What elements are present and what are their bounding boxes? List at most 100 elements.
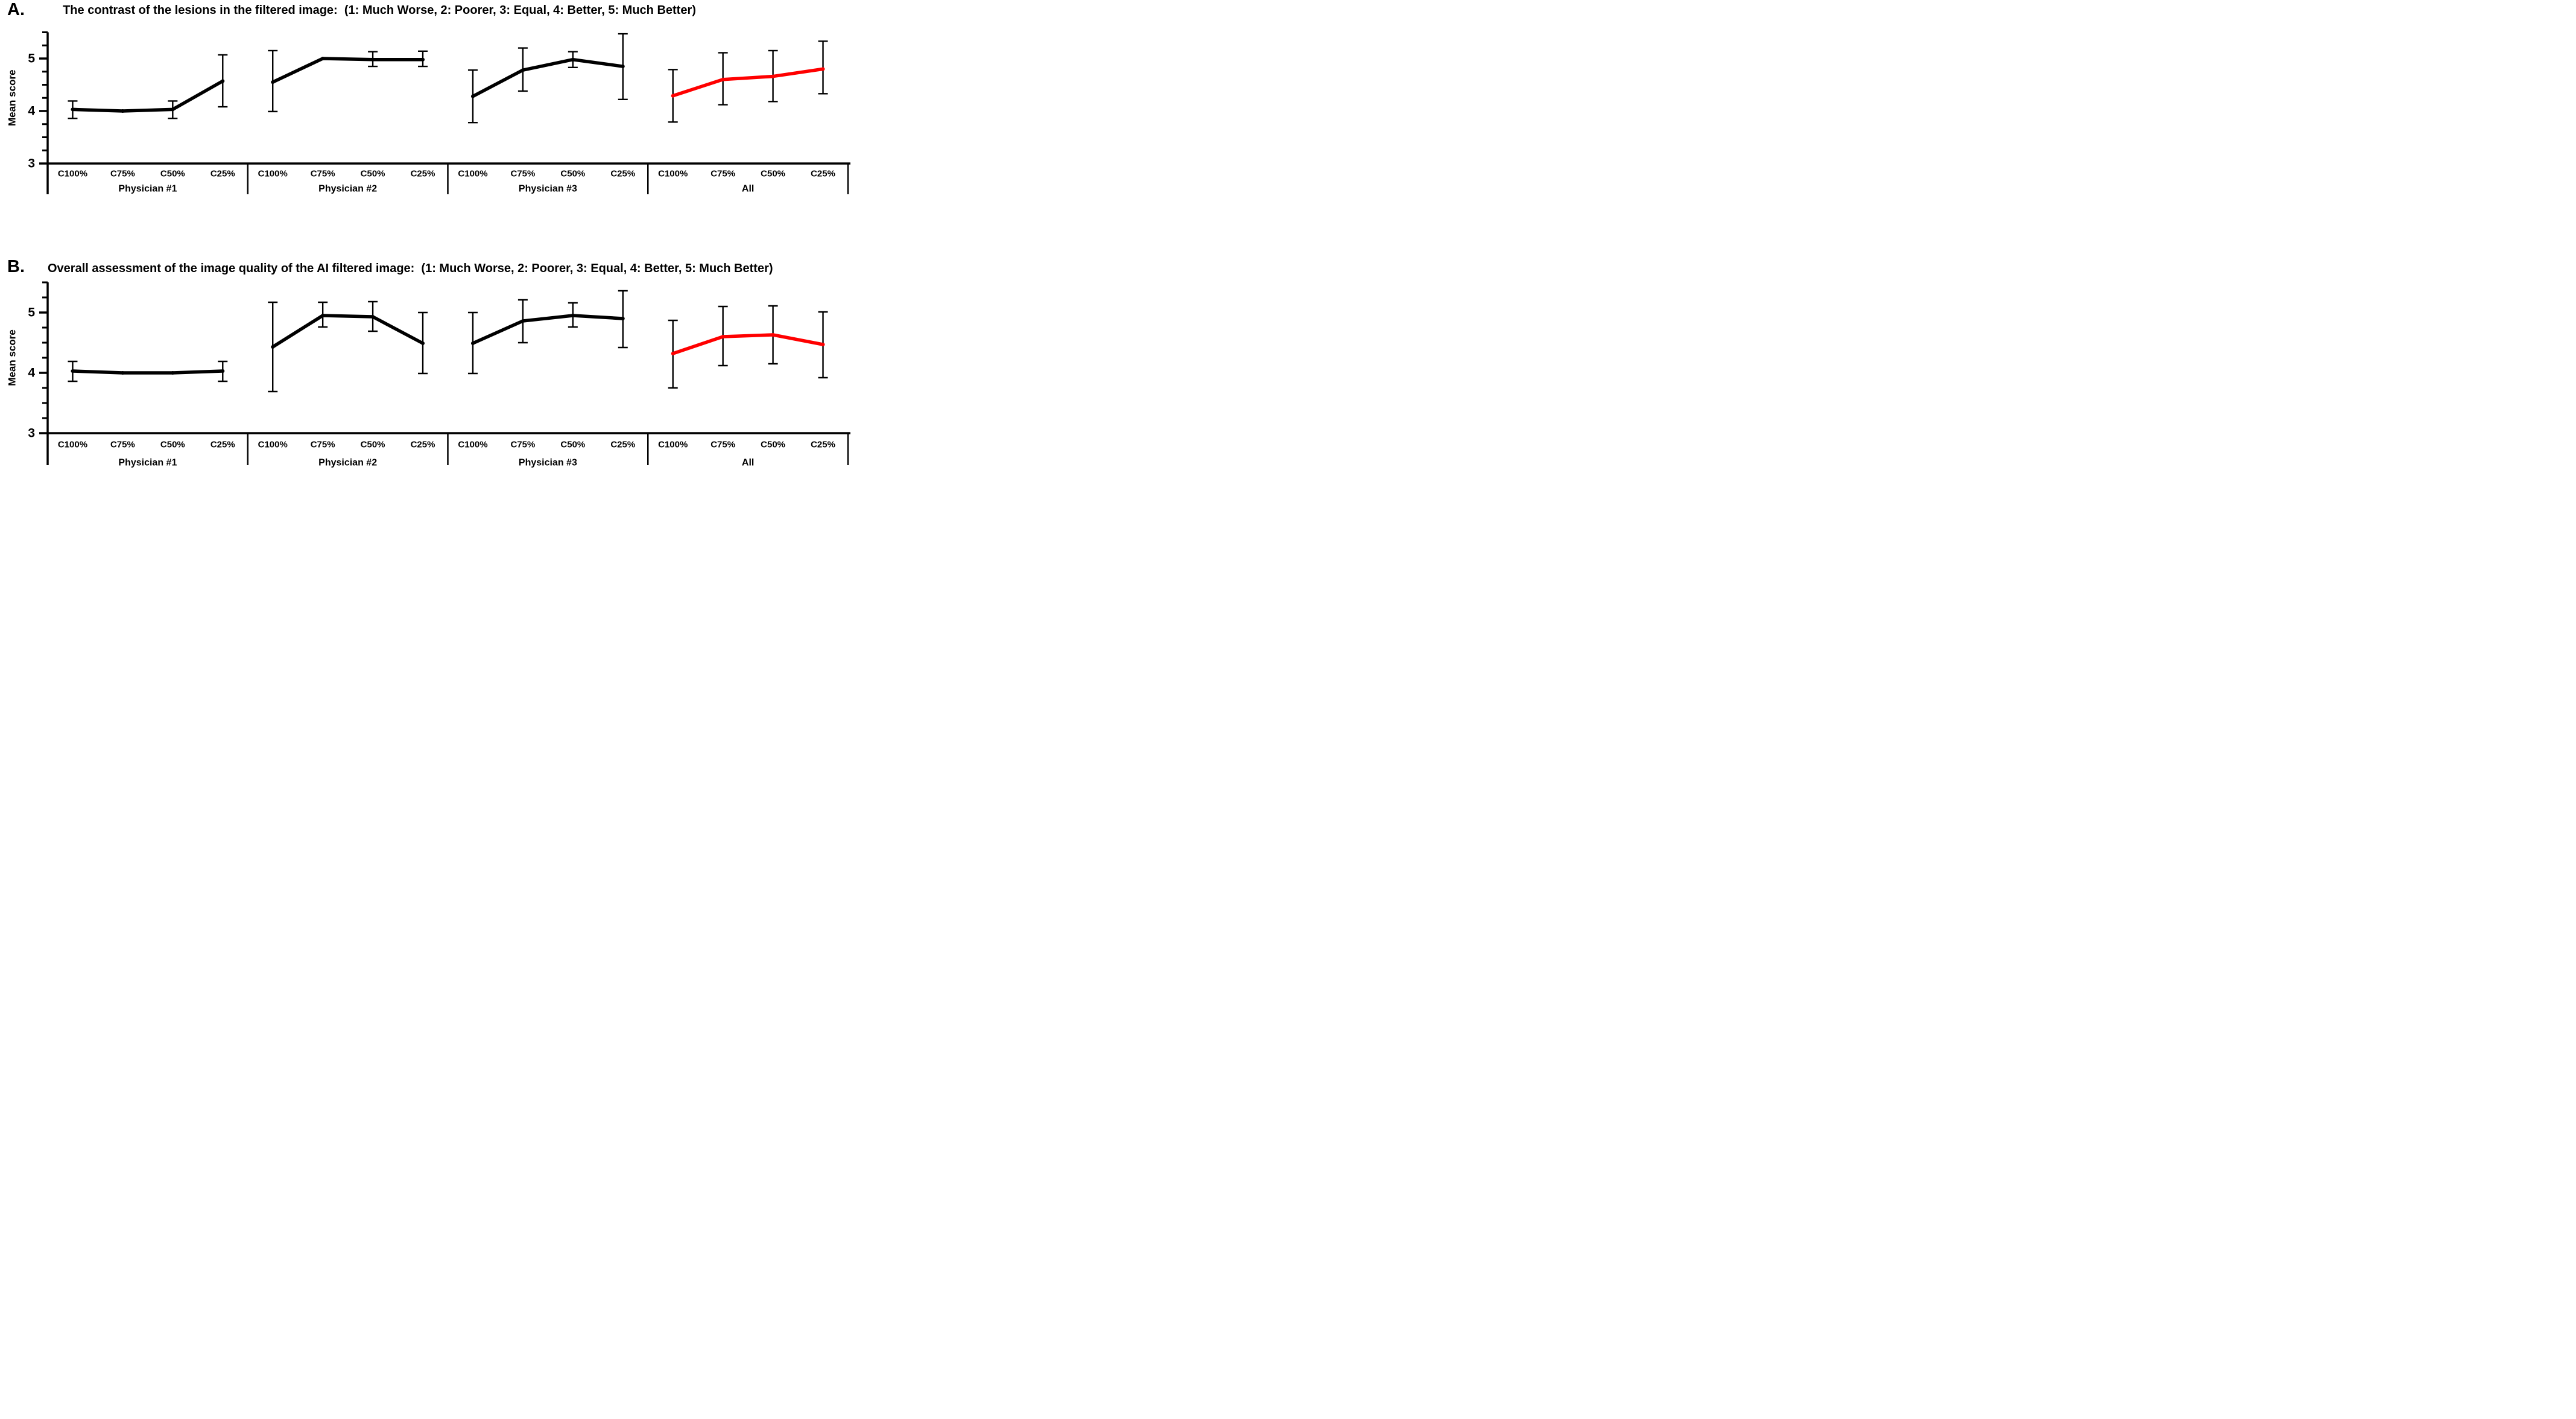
category-label: C50% (361, 440, 385, 450)
category-label: C100% (58, 440, 87, 450)
category-label: C25% (610, 169, 635, 179)
data-point (121, 109, 125, 113)
data-point (221, 79, 225, 83)
category-label: C75% (110, 169, 135, 179)
data-point (621, 317, 625, 320)
series-physician-2 (268, 300, 428, 393)
panel-a: A. The contrast of the lesions in the fi… (0, 0, 859, 237)
panel-a-letter: A. (7, 0, 25, 19)
category-label: C50% (761, 440, 785, 450)
data-point (521, 68, 525, 72)
data-point (71, 369, 75, 373)
data-point (221, 369, 225, 373)
group-separators (247, 163, 849, 194)
panel-b-letter: B. (7, 257, 25, 276)
y-tick-label: 5 (28, 306, 35, 320)
category-label: C100% (458, 440, 487, 450)
data-point (470, 341, 475, 345)
category-label: C25% (411, 169, 435, 179)
category-label: C100% (458, 169, 487, 179)
data-point (671, 94, 675, 98)
category-label: C25% (811, 169, 835, 179)
category-label: C75% (710, 169, 735, 179)
figure-page: A. The contrast of the lesions in the fi… (0, 0, 859, 473)
data-point (721, 77, 725, 81)
group-label: Physician #2 (318, 184, 377, 194)
group-label: Physician #3 (519, 458, 577, 468)
category-label: C50% (160, 440, 185, 450)
data-point (321, 314, 325, 317)
series-physician-2 (268, 49, 428, 113)
data-point (421, 341, 425, 345)
data-point (821, 343, 825, 346)
category-label: C25% (210, 440, 235, 450)
y-tick-label: 3 (28, 157, 35, 171)
data-point (171, 107, 175, 112)
panel-a-title: The contrast of the lesions in the filte… (63, 4, 696, 17)
category-label: C25% (210, 169, 235, 179)
data-point (171, 371, 175, 375)
x-labels: C100% C75% C50% C25% Physician #1 C100% C75% C5… (58, 169, 835, 194)
panel-b: B. Overall assessment of the image quali… (0, 237, 859, 473)
data-point (271, 80, 275, 84)
y-tick-label: 5 (28, 52, 35, 66)
data-point (621, 65, 625, 69)
x-labels: C100% C75% C50% C25% Physician #1 C100% C75% C5… (58, 440, 835, 468)
category-label: C75% (311, 169, 335, 179)
category-label: C50% (560, 169, 585, 179)
series-physician-1 (68, 360, 228, 383)
panel-a-chart: 3 4 5 Mean score C100% C75% C50% C25% Physician … (7, 31, 850, 194)
series-line (71, 79, 225, 113)
data-point (521, 319, 525, 323)
category-label: C75% (510, 440, 535, 450)
y-axis-title: Mean score (7, 329, 18, 386)
series-line (71, 369, 225, 375)
y-tick-label: 4 (28, 366, 35, 380)
category-label: C50% (560, 440, 585, 450)
data-point (771, 333, 775, 337)
category-label: C100% (258, 440, 288, 450)
series-line (471, 314, 625, 345)
series-all (668, 305, 828, 389)
data-point (771, 74, 775, 78)
data-point (71, 107, 75, 112)
category-label: C50% (361, 169, 385, 179)
category-label: C75% (510, 169, 535, 179)
category-label: C100% (658, 440, 688, 450)
series-line (271, 57, 425, 84)
series-line (271, 314, 425, 349)
category-label: C25% (811, 440, 835, 450)
group-label: Physician #3 (519, 184, 577, 194)
category-label: C25% (610, 440, 635, 450)
category-label: C75% (710, 440, 735, 450)
data-point (821, 67, 825, 71)
data-point (421, 57, 425, 62)
data-point (721, 335, 725, 338)
category-label: C25% (411, 440, 435, 450)
group-separators (247, 433, 849, 465)
y-axis: 3 4 5 Mean score (7, 31, 49, 194)
category-label: C100% (258, 169, 288, 179)
series-physician-3 (467, 33, 628, 124)
data-point (371, 315, 375, 319)
data-point (470, 94, 475, 98)
category-label: C100% (658, 169, 688, 179)
series-physician-1 (68, 54, 228, 119)
y-tick-label: 3 (28, 427, 35, 440)
data-point (671, 352, 675, 355)
series-line (471, 57, 625, 98)
y-tick-label: 4 (28, 104, 35, 118)
group-label: All (742, 184, 754, 194)
group-label: Physician #2 (318, 458, 377, 468)
panel-b-title: Overall assessment of the image quality … (48, 262, 773, 275)
series-physician-3 (467, 290, 628, 375)
data-point (571, 314, 575, 317)
y-axis: 3 4 5 Mean score (7, 281, 49, 465)
category-label: C75% (110, 440, 135, 450)
category-label: C75% (311, 440, 335, 450)
series-line (671, 333, 825, 355)
group-label: Physician #1 (118, 458, 177, 468)
data-point (321, 57, 325, 60)
category-label: C50% (160, 169, 185, 179)
category-label: C100% (58, 169, 87, 179)
